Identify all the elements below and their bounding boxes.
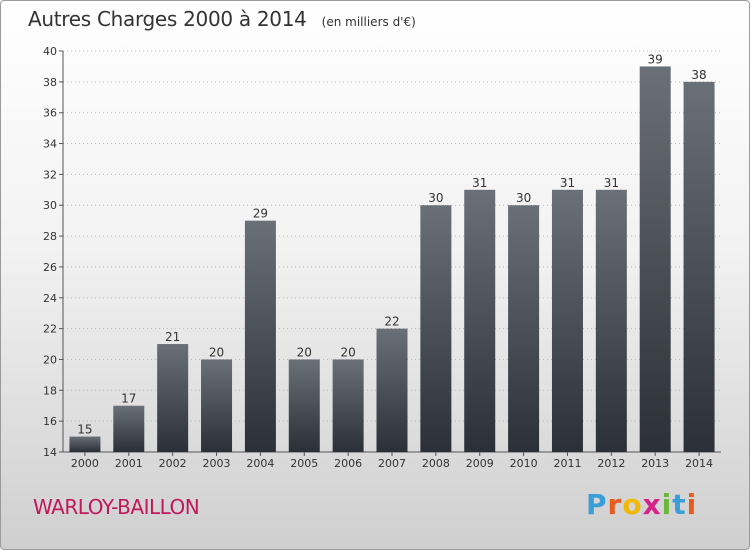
bar-2005[interactable] [288,359,320,452]
value-label-2008: 30 [428,191,443,205]
x-tick-label-2001: 2001 [115,457,143,470]
logo-letter: x [642,488,662,521]
value-label-2009: 31 [472,176,487,190]
x-tick-label-2008: 2008 [422,457,450,470]
y-tick-label: 20 [43,353,57,366]
value-label-2002: 21 [165,330,180,344]
y-tick-label: 22 [43,323,57,336]
value-label-2000: 15 [77,423,92,437]
bar-2014[interactable] [683,81,715,452]
x-tick-label-2007: 2007 [378,457,406,470]
value-label-2001: 17 [121,392,136,406]
bar-2006[interactable] [332,359,364,452]
bar-2012[interactable] [595,189,627,453]
y-tick-label: 18 [43,384,57,397]
bar-2008[interactable] [420,205,452,452]
x-tick-label-2013: 2013 [641,457,669,470]
bar-2009[interactable] [464,189,496,453]
commune-name: WARLOY-BAILLON [33,495,200,519]
y-tick-label: 28 [43,230,57,243]
logo-letter: o [622,488,643,521]
proxiti-logo[interactable]: Proxiti [586,488,697,521]
x-tick-label-2009: 2009 [466,457,494,470]
chart-title: Autres Charges 2000 à 2014 [28,7,307,31]
value-label-2014: 38 [691,68,706,82]
y-tick-label: 34 [43,138,57,151]
x-tick-label-2002: 2002 [159,457,187,470]
y-tick-label: 40 [43,45,57,58]
x-tick-label-2014: 2014 [685,457,713,470]
title-row: Autres Charges 2000 à 2014 (en milliers … [28,7,416,31]
bar-2011[interactable] [551,189,583,453]
y-tick-label: 38 [43,76,57,89]
value-label-2012: 31 [604,176,619,190]
y-tick-label: 36 [43,107,57,120]
logo-letter: P [586,488,608,521]
x-tick-label-2003: 2003 [203,457,231,470]
bar-2000[interactable] [69,436,101,452]
value-label-2006: 20 [340,345,355,359]
x-tick-label-2005: 2005 [290,457,318,470]
value-label-2011: 31 [560,176,575,190]
y-tick-label: 24 [43,292,57,305]
bar-2003[interactable] [201,359,233,452]
x-tick-label-2006: 2006 [334,457,362,470]
bar-2007[interactable] [376,328,408,452]
logo-letter: i [686,488,698,521]
x-tick-label-2004: 2004 [246,457,274,470]
logo-letter: i [661,488,673,521]
x-tick-label-2011: 2011 [553,457,581,470]
y-tick-label: 32 [43,168,57,181]
y-tick-label: 26 [43,261,57,274]
logo-letter: r [607,488,623,521]
bar-2013[interactable] [639,66,671,452]
bar-2010[interactable] [508,205,540,452]
bar-2004[interactable] [244,220,276,452]
x-tick-label-2010: 2010 [510,457,538,470]
value-label-2004: 29 [253,207,268,221]
label-layer: 15 17 21 20 29 20 20 22 30 31 30 31 31 39 38 [77,52,706,436]
value-label-2003: 20 [209,345,224,359]
value-label-2007: 22 [384,315,399,329]
y-tick-label: 30 [43,199,57,212]
value-label-2010: 30 [516,191,531,205]
chart-unit: (en milliers d'€) [321,15,416,29]
bar-layer [69,66,715,453]
value-label-2005: 20 [297,345,312,359]
logo-letter: t [672,488,687,521]
bar-2002[interactable] [157,344,189,452]
x-tick-label-2000: 2000 [71,457,99,470]
x-tick-label-2012: 2012 [597,457,625,470]
y-tick-label: 14 [43,446,57,459]
bar-2001[interactable] [113,405,145,452]
value-label-2013: 39 [648,52,663,66]
y-tick-label: 16 [43,415,57,428]
